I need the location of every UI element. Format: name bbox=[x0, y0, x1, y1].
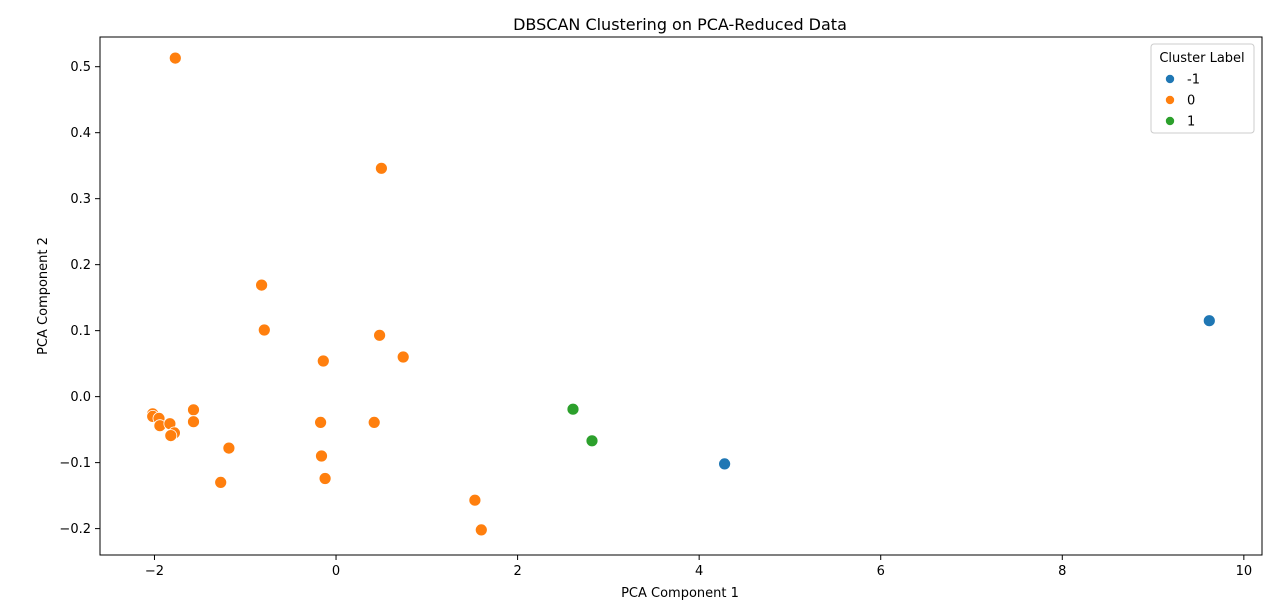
data-point-cluster-0 bbox=[214, 475, 228, 489]
plot-frame bbox=[99, 36, 1263, 556]
y-tick-label: 0.3 bbox=[70, 192, 91, 207]
legend-frame bbox=[1150, 43, 1255, 134]
data-point-cluster-1 bbox=[566, 402, 580, 416]
data-point-cluster-0 bbox=[164, 429, 178, 443]
data-points bbox=[146, 51, 1216, 537]
data-point-cluster-0 bbox=[314, 415, 328, 429]
chart-title: DBSCAN Clustering on PCA-Reduced Data bbox=[513, 15, 847, 34]
y-tick-label: 0.4 bbox=[70, 126, 91, 141]
y-tick-label: 0.0 bbox=[70, 390, 91, 405]
y-tick-label: −0.1 bbox=[59, 456, 91, 471]
legend-label: -1 bbox=[1187, 73, 1200, 88]
data-point-cluster-0 bbox=[396, 350, 410, 364]
y-axis-label: PCA Component 2 bbox=[36, 237, 51, 355]
y-tick-label: 0.2 bbox=[70, 258, 91, 273]
data-point-cluster--1 bbox=[718, 457, 731, 471]
legend-marker bbox=[1165, 95, 1175, 105]
y-axis-ticks: −0.2 −0.1 0.0 0.1 0.2 0.3 0.4 0.5 bbox=[59, 60, 100, 537]
data-point-cluster-0 bbox=[315, 449, 328, 463]
data-point-cluster-0 bbox=[187, 415, 200, 429]
legend-items: -1 0 1 bbox=[1165, 73, 1200, 130]
data-point-cluster-0 bbox=[222, 441, 236, 455]
legend-label: 0 bbox=[1187, 94, 1195, 109]
x-tick-label: 8 bbox=[1058, 564, 1066, 579]
x-tick-label: 4 bbox=[695, 564, 703, 579]
data-point-cluster-0 bbox=[257, 323, 271, 337]
data-point-cluster--1 bbox=[1202, 314, 1216, 328]
legend-marker bbox=[1165, 74, 1175, 84]
data-point-cluster-0 bbox=[318, 472, 332, 485]
x-tick-label: 0 bbox=[332, 564, 340, 579]
y-tick-label: 0.1 bbox=[70, 324, 91, 339]
data-point-cluster-0 bbox=[367, 415, 381, 429]
legend-label: 1 bbox=[1187, 115, 1195, 130]
plot-area: −2 0 2 4 6 8 10 −0.2−0.10.00.10.20.30.40.5 bbox=[59, 36, 1263, 579]
legend-title: Cluster Label bbox=[1159, 51, 1244, 66]
data-point-cluster-0 bbox=[474, 523, 488, 537]
x-axis-label: PCA Component 1 bbox=[621, 586, 739, 601]
x-tick-label: 2 bbox=[513, 564, 521, 579]
data-point-cluster-1 bbox=[585, 434, 599, 448]
legend-marker bbox=[1165, 116, 1175, 126]
data-point-cluster-0 bbox=[316, 354, 330, 368]
data-point-cluster-0 bbox=[468, 493, 482, 507]
data-point-cluster-0 bbox=[187, 403, 200, 417]
data-point-cluster-0 bbox=[168, 51, 182, 65]
x-tick-label: 6 bbox=[877, 564, 885, 579]
x-tick-label: 10 bbox=[1236, 564, 1253, 579]
x-tick-label: −2 bbox=[145, 564, 164, 579]
data-point-cluster-0 bbox=[373, 328, 387, 342]
legend: Cluster Label -1 0 1 bbox=[1150, 43, 1255, 134]
x-axis-ticks: −2 0 2 4 6 8 10 bbox=[145, 555, 1252, 579]
y-tick-label: −0.2 bbox=[59, 522, 91, 537]
y-tick-label: 0.5 bbox=[70, 60, 91, 75]
data-point-cluster-0 bbox=[374, 161, 388, 175]
data-point-cluster-0 bbox=[255, 278, 269, 292]
